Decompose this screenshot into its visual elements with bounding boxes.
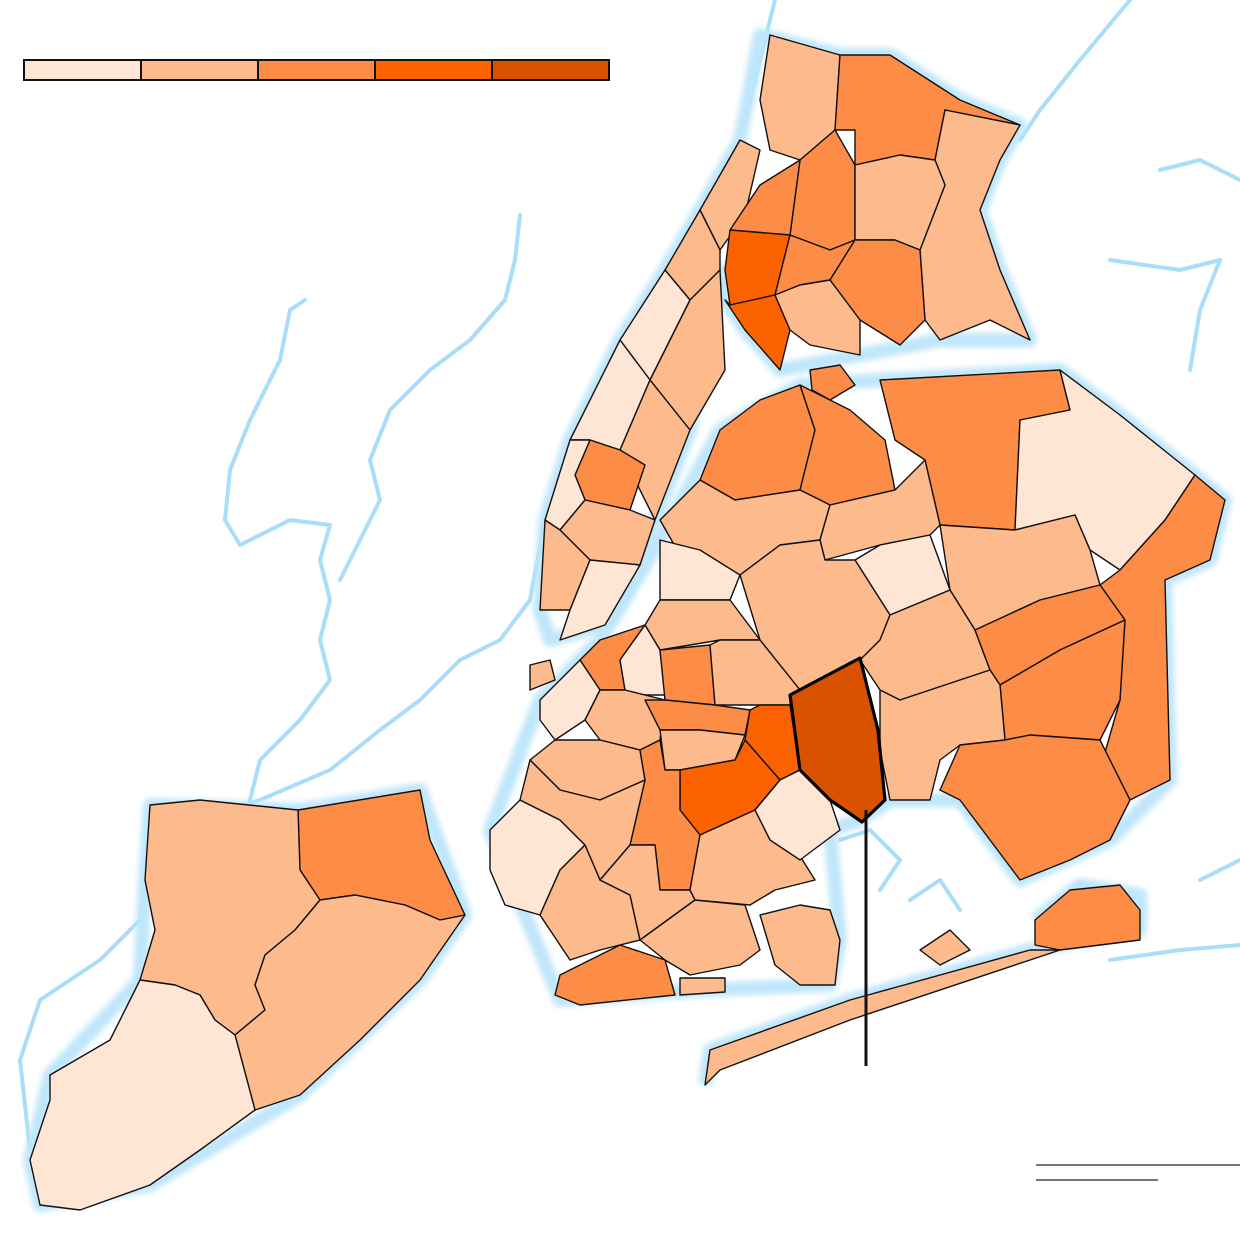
district-broad-channel[interactable] [919,929,971,966]
east-shore-water [1018,0,1240,962]
district-brooklyn-16[interactable] [519,759,646,881]
hackensack-river [338,213,522,582]
district-brooklyn-5[interactable] [659,644,716,706]
district-staten-east[interactable] [234,894,466,1111]
scale-bar-long [1036,1164,1240,1166]
district-queens-15[interactable] [939,734,1131,881]
district-manhattan-4[interactable] [649,269,726,431]
district-brooklyn-23[interactable] [554,944,676,1006]
district-staten-south[interactable] [29,979,256,1211]
district-queens-2[interactable] [799,384,896,506]
district-bronx-11[interactable] [774,279,861,356]
district-brooklyn-22[interactable] [759,904,841,986]
passaic-river [223,298,332,802]
scale-bar-short [1036,1179,1158,1181]
district-bronx-9[interactable] [829,239,926,346]
color-legend [23,59,610,81]
district-brooklyn-24[interactable] [679,977,726,996]
districts [29,34,1226,1211]
legend-swatch-5 [493,61,608,79]
district-rockaway-east[interactable] [1034,884,1141,951]
legend-swatch-2 [142,61,259,79]
district-manhattan-island[interactable] [529,659,556,691]
district-rockaway[interactable] [704,949,1061,1086]
district-brooklyn-21[interactable] [754,769,841,861]
legend-swatch-1 [25,61,142,79]
legend-swatch-3 [259,61,376,79]
district-highlighted[interactable] [788,656,887,824]
legend-swatch-4 [376,61,493,79]
district-manhattan-11[interactable] [559,559,641,641]
district-bronx-island[interactable] [809,364,856,401]
district-queens-1[interactable] [699,384,816,501]
